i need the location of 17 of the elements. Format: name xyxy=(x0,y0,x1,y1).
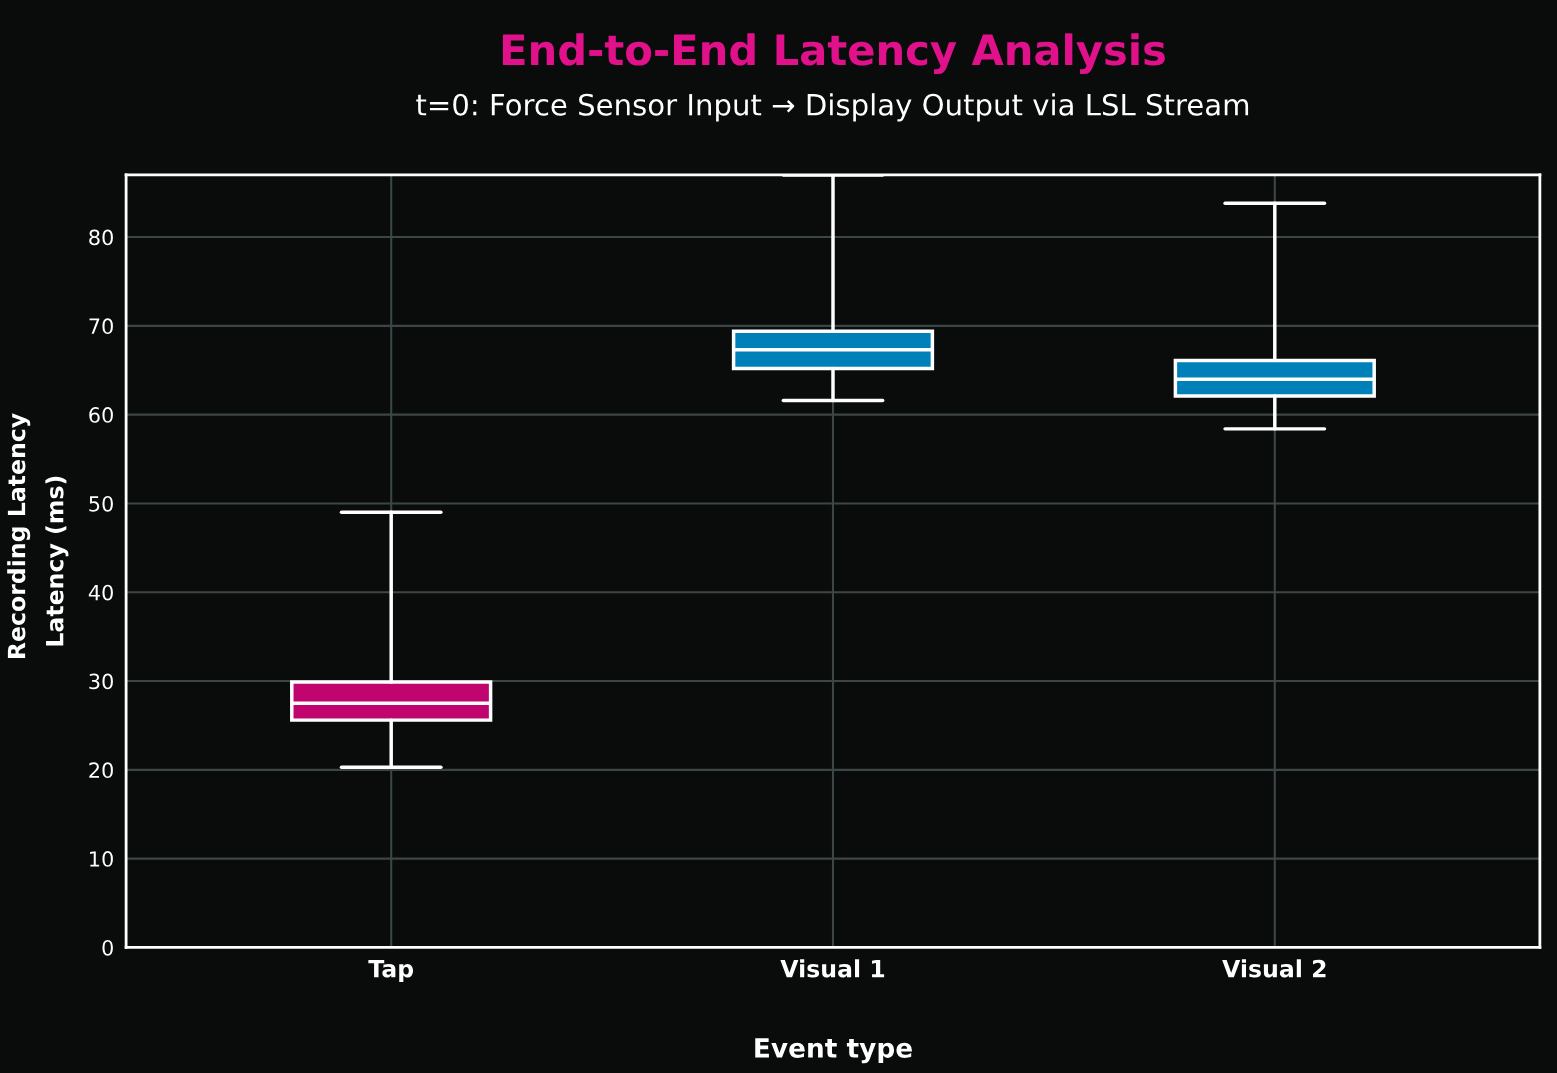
x-tick-label: Visual 1 xyxy=(780,959,885,978)
y-tick-label: 10 xyxy=(90,851,113,867)
x-tick-label: Visual 2 xyxy=(1222,959,1326,978)
chart-title: End-to-End Latency Analysis xyxy=(502,33,1165,74)
text: Recording Latency xyxy=(7,413,31,659)
y-tick-label: 0 xyxy=(102,939,113,956)
x-tick-label: Tap xyxy=(368,959,414,983)
y-tick-label: 20 xyxy=(89,762,113,779)
y-tick-label: 70 xyxy=(89,318,113,335)
x-axis-title: Event type xyxy=(755,1038,912,1064)
y-tick-label: 30 xyxy=(89,673,113,690)
y-tick-label: 40 xyxy=(88,584,113,601)
y-tick-label: 80 xyxy=(89,229,113,246)
chart-subtitle: t=0: Force Sensor Input → Display Output via LSL Stream xyxy=(416,93,1249,122)
y-tick-label: 60 xyxy=(89,407,113,423)
y-axis-title: Latency (ms) xyxy=(45,476,69,646)
y-tick-label: 50 xyxy=(89,495,113,512)
